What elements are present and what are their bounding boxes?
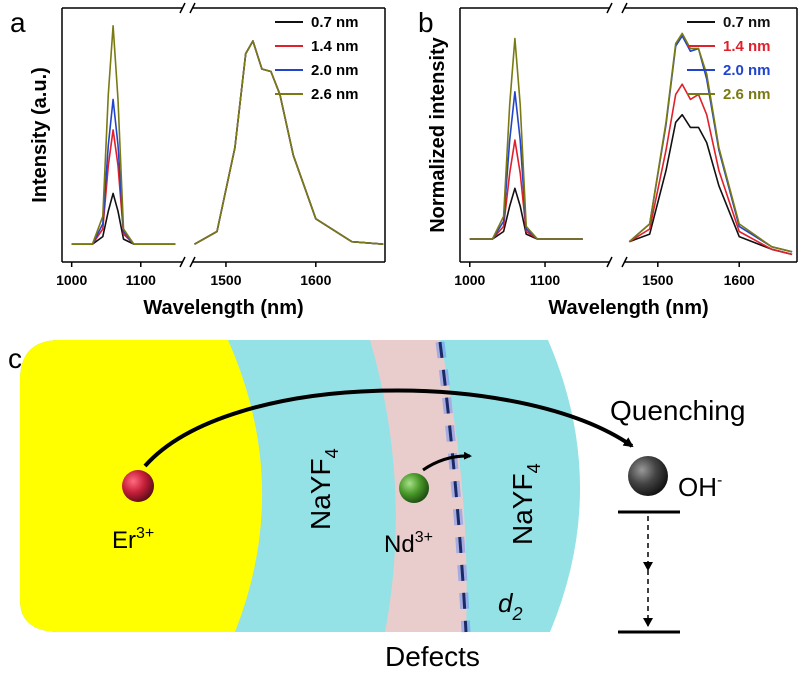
formula: NaYF [507,473,538,545]
x-axis-label: Wavelength (nm) [143,297,303,319]
symbol: d [498,588,514,618]
x-tick-label: 1100 [530,272,561,288]
panel-label: c [8,343,22,374]
axis-break [179,2,196,14]
series-line [469,37,583,240]
legend-label: 1.4 nm [311,38,359,55]
x-tick-label: 1000 [454,272,485,288]
x-tick-label: 1600 [300,272,331,288]
defect-arrow [422,451,472,472]
group: OH [678,472,717,502]
legend-label: 2.0 nm [723,62,771,79]
panel-label: b [418,7,434,38]
oh-group [628,456,668,496]
axis-break [606,256,628,268]
charge: - [717,472,722,489]
formula: NaYF [305,458,336,530]
charge: 3+ [136,525,154,542]
legend-label: 0.7 nm [723,14,771,31]
oh-label: OH- [678,472,722,502]
charge: 3+ [415,529,433,546]
series-line [628,32,793,253]
charts: 1000 1100 1500 1600 Wavelength (nm) Intensity… [10,2,798,319]
legend-label: 1.4 nm [723,38,771,55]
nd-label: Nd3+ [384,529,433,558]
subscript: 2 [511,604,522,624]
legend-label: 2.6 nm [311,86,359,103]
x-tick-label: 1100 [126,272,157,288]
series-line [629,113,793,256]
er-ion [122,470,154,502]
ion: Er [112,527,136,554]
axis-break [606,2,628,14]
y-axis-label: Normalized intensity [427,36,449,232]
chart: 1000 1100 1500 1600 Wavelength (nm) Normalize… [418,2,798,319]
x-tick-label: 1500 [642,272,673,288]
thickness-label: d2 [498,588,522,624]
diagram: c Er3+ Nd3+ OH- Quenching Defects d2 NaY… [8,340,745,672]
axis-break [179,256,196,268]
legend-label: 2.6 nm [723,86,771,103]
subscript: 4 [524,463,544,473]
subscript: 4 [322,448,342,458]
legend-label: 2.0 nm [311,62,359,79]
y-axis-label: Intensity (a.u.) [29,67,51,203]
er-label: Er3+ [112,525,154,554]
quenching-label: Quenching [610,395,745,426]
defect-line [438,341,468,633]
chart: 1000 1100 1500 1600 Wavelength (nm) Intensity… [10,2,386,319]
transfer-arrow [143,388,634,468]
series-line [71,192,176,245]
defects-label: Defects [385,641,480,672]
x-tick-label: 1600 [724,272,755,288]
x-tick-label: 1000 [56,272,87,288]
x-tick-label: 1500 [210,272,241,288]
ion: Nd [384,531,415,558]
series-line [194,40,384,245]
shell-label: NaYF4 [305,448,342,530]
series-line [628,83,793,256]
legend-label: 0.7 nm [311,14,359,31]
panel-label: a [10,7,26,38]
outer-shell-label: NaYF4 [507,463,544,545]
x-axis-label: Wavelength (nm) [548,297,708,319]
nd-ion [399,473,429,503]
series-line [71,25,176,245]
